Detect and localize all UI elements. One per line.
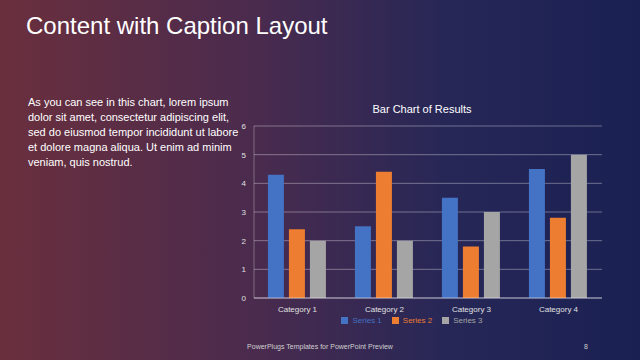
svg-text:0: 0: [242, 294, 247, 303]
svg-text:2: 2: [242, 237, 247, 246]
html-text:8: 8: [584, 343, 588, 350]
svg-text:6: 6: [242, 122, 247, 131]
html-text:Series 2: Series 2: [402, 316, 433, 325]
svg-text:3: 3: [242, 208, 247, 217]
html-text:Series 3: Series 3: [453, 316, 483, 325]
html-text:Bar Chart of Results: Bar Chart of Results: [372, 103, 472, 115]
svg-text:Category 3: Category 3: [452, 305, 492, 314]
svg-text:4: 4: [242, 179, 247, 188]
html-text:As you can see in this chart,: As you can see in this chart, lorem ipsu…: [28, 96, 239, 168]
html-text:PowerPlugs Templates for Power: PowerPlugs Templates for PowerPoint Prev…: [247, 343, 393, 350]
svg-text:Category 1: Category 1: [278, 305, 318, 314]
svg-text:1: 1: [242, 265, 247, 274]
html-text:Series 1: Series 1: [352, 316, 382, 325]
svg-text:5: 5: [242, 151, 247, 160]
svg-text:Category 2: Category 2: [365, 305, 405, 314]
svg-text:Category 4: Category 4: [539, 305, 579, 314]
html-text:Content with Caption Layout: Content with Caption Layout: [26, 12, 328, 39]
